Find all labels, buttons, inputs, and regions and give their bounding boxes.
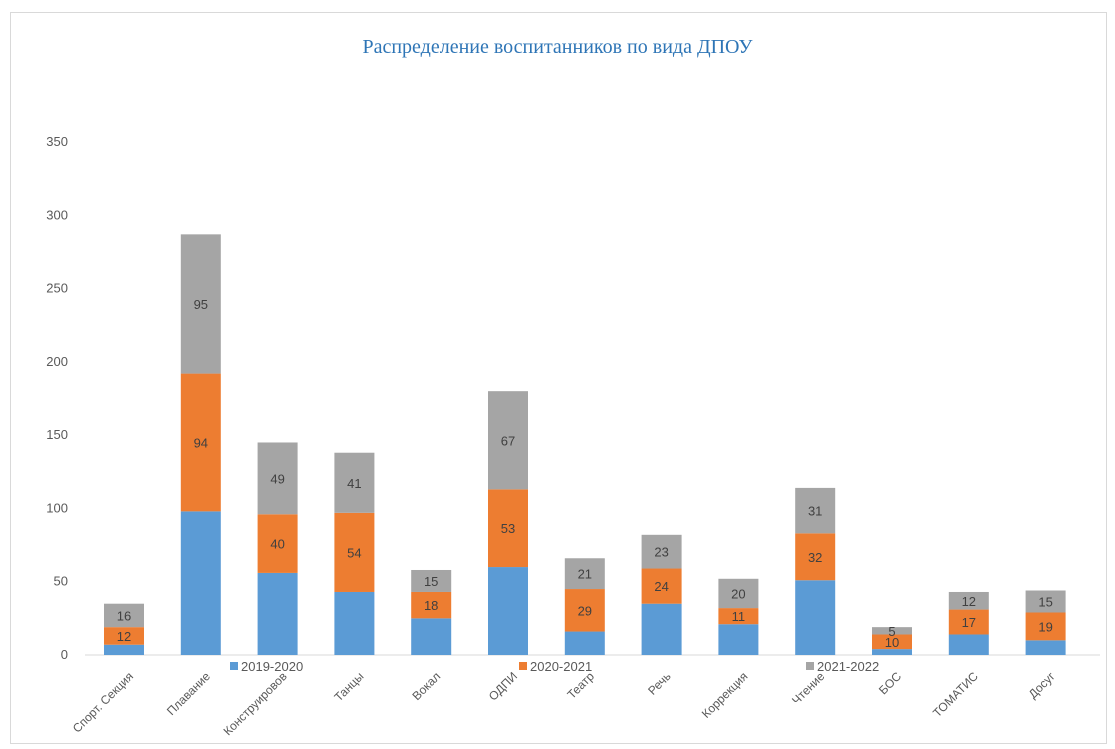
data-label: 41 — [347, 476, 361, 491]
data-label: 23 — [654, 545, 668, 560]
bar-segment — [564, 589, 605, 632]
data-label: 15 — [1038, 595, 1052, 610]
data-label: 15 — [424, 574, 438, 589]
bar-segment — [488, 567, 528, 655]
x-tick-label: Коррекция — [699, 669, 751, 721]
data-label: 11 — [732, 609, 746, 624]
bar-segment — [564, 631, 605, 655]
data-label: 5 — [888, 624, 895, 639]
bar-segment — [334, 452, 375, 513]
bar-segment — [488, 391, 528, 490]
data-label: 17 — [962, 615, 976, 630]
x-tick-label: ТОМАТИС — [930, 669, 981, 720]
bar-segment — [948, 609, 989, 635]
data-label: 31 — [808, 504, 822, 519]
data-label: 67 — [501, 433, 515, 448]
bar-segment — [1025, 612, 1066, 641]
data-label: 53 — [501, 521, 515, 536]
bar-segment — [948, 591, 989, 610]
data-label: 49 — [270, 471, 284, 486]
y-tick-label: 100 — [46, 500, 68, 515]
legend-label: 2019-2020 — [241, 659, 303, 674]
bar-segment — [641, 603, 682, 655]
x-tick-label: Спорт. Секция — [70, 669, 136, 735]
x-tick-label: Чтение — [789, 669, 827, 707]
chart-title: Распределение воспитанников по вида ДПОУ — [362, 36, 753, 58]
legend-label: 2020-2021 — [530, 659, 592, 674]
data-label: 16 — [117, 608, 131, 623]
legend-label: 2021-2022 — [817, 659, 879, 674]
data-label: 54 — [347, 545, 361, 560]
legend-swatch — [230, 662, 238, 670]
bar-segment — [180, 234, 221, 374]
bar-segment — [104, 603, 144, 628]
bar-segment — [257, 442, 298, 515]
bar-segment — [641, 534, 682, 569]
y-tick-label: 200 — [46, 354, 68, 369]
bar-segment — [641, 568, 682, 604]
bar-segment — [257, 514, 298, 573]
legend-swatch — [806, 662, 814, 670]
bar-segment — [872, 649, 912, 655]
data-label: 40 — [270, 537, 284, 552]
data-label: 19 — [1038, 619, 1052, 634]
data-label: 12 — [962, 594, 976, 609]
x-tick-label: БОС — [876, 669, 904, 697]
bar-segment — [718, 578, 759, 609]
bar-segment — [411, 569, 452, 592]
x-tick-label: Танцы — [331, 669, 366, 704]
bar-segment — [411, 591, 452, 619]
y-tick-label: 300 — [46, 207, 68, 222]
bar-segment — [334, 512, 375, 592]
data-label: 12 — [117, 629, 131, 644]
data-label: 18 — [424, 598, 438, 613]
bar-segment — [564, 558, 605, 590]
y-tick-label: 50 — [54, 574, 68, 589]
bar-segment — [718, 608, 759, 625]
bar-segment — [872, 627, 912, 635]
data-label: 24 — [654, 579, 668, 594]
bar-segment — [104, 644, 144, 655]
x-tick-label: Конструировов — [221, 669, 290, 738]
data-label: 29 — [578, 603, 592, 618]
data-label: 95 — [194, 297, 208, 312]
bar-segment — [948, 634, 989, 655]
data-label: 20 — [731, 586, 745, 601]
bar-segment — [872, 634, 912, 650]
bar-segment — [718, 624, 759, 655]
y-tick-label: 250 — [46, 281, 68, 296]
bar-segment — [795, 533, 836, 581]
bar-segment — [795, 580, 836, 655]
x-tick-label: Речь — [645, 669, 673, 697]
bar-segment — [1025, 640, 1066, 655]
y-tick-label: 350 — [46, 134, 68, 149]
data-label: 32 — [808, 550, 822, 565]
y-tick-label: 150 — [46, 427, 68, 442]
bar-segment — [180, 373, 221, 512]
bar-segment — [334, 591, 375, 655]
data-label: 94 — [194, 435, 208, 450]
legend-swatch — [519, 662, 527, 670]
y-tick-label: 0 — [61, 647, 68, 662]
bar-segment — [795, 487, 836, 534]
bar-segment — [180, 511, 221, 655]
data-label: 21 — [578, 567, 592, 582]
bar-segment — [1025, 590, 1066, 613]
x-tick-label: Плавание — [164, 669, 213, 718]
bar-segment — [411, 618, 452, 655]
bar-segment — [104, 627, 144, 645]
x-tick-label: Вокал — [409, 669, 443, 703]
data-label: 10 — [885, 635, 899, 650]
bar-segment — [488, 489, 528, 568]
x-tick-label: Досуг — [1026, 669, 1058, 701]
x-tick-label: ОДПИ — [486, 669, 520, 703]
bar-segment — [257, 572, 298, 655]
